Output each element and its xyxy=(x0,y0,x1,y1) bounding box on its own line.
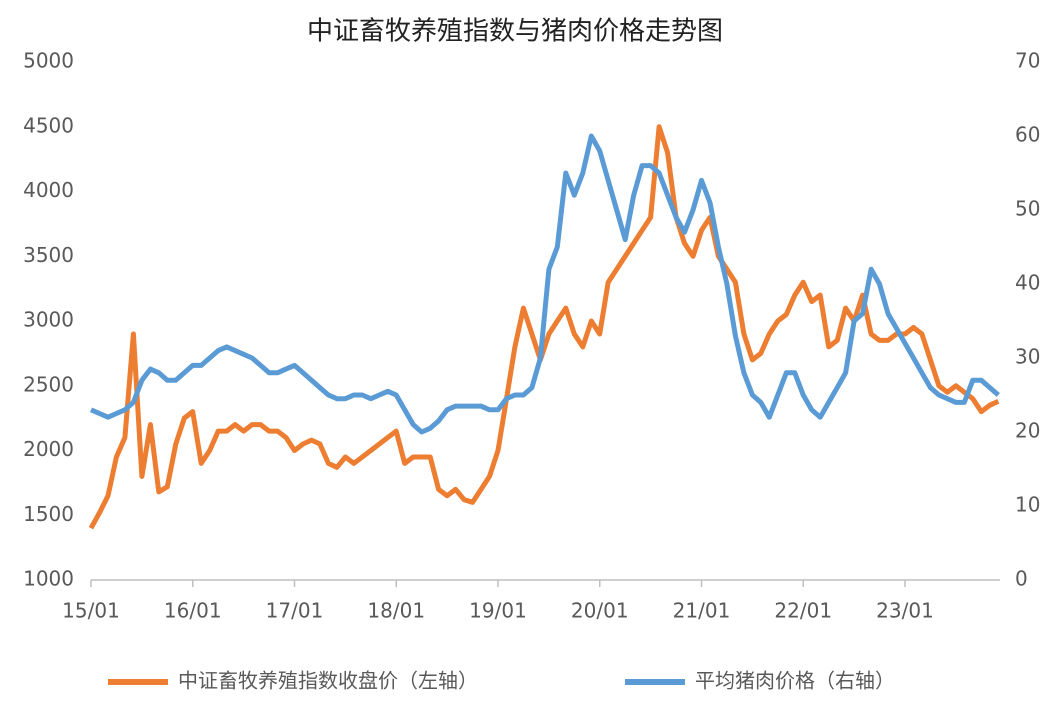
x-tick-label: 17/01 xyxy=(266,599,324,623)
x-tick-label: 21/01 xyxy=(673,599,731,623)
y2-tick-label: 50 xyxy=(1015,197,1040,221)
x-tick-label: 23/01 xyxy=(876,599,934,623)
x-tick-label: 16/01 xyxy=(164,599,222,623)
y-tick-label: 1500 xyxy=(23,502,74,526)
y-tick-label: 2000 xyxy=(23,437,74,461)
y2-tick-label: 30 xyxy=(1015,345,1040,369)
y-tick-label: 3500 xyxy=(23,243,74,267)
y2-tick-label: 10 xyxy=(1015,493,1040,517)
series-line xyxy=(90,133,1000,435)
legend-label: 平均猪肉价格（右轴） xyxy=(695,669,895,693)
x-tick-label: 20/01 xyxy=(571,599,629,623)
y-tick-label: 2500 xyxy=(23,372,74,396)
x-tick-label: 18/01 xyxy=(367,599,425,623)
x-tick-label: 22/01 xyxy=(774,599,832,623)
y2-tick-label: 60 xyxy=(1015,123,1040,147)
legend-label: 中证畜牧养殖指数收盘价（左轴） xyxy=(178,669,478,693)
y2-tick-label: 70 xyxy=(1015,49,1040,73)
chart-title: 中证畜牧养殖指数与猪肉价格走势图 xyxy=(307,17,723,47)
y-tick-label: 4000 xyxy=(23,178,74,202)
y-tick-label: 4500 xyxy=(23,113,74,137)
series-line xyxy=(88,124,1000,530)
y-tick-label: 5000 xyxy=(23,49,74,73)
y2-tick-label: 40 xyxy=(1015,271,1040,295)
y2-tick-label: 0 xyxy=(1015,567,1028,591)
y2-tick-label: 20 xyxy=(1015,419,1040,443)
y-tick-label: 3000 xyxy=(23,308,74,332)
x-tick-label: 19/01 xyxy=(469,599,527,623)
x-tick-label: 15/01 xyxy=(62,599,120,623)
y-tick-label: 1000 xyxy=(23,567,74,591)
